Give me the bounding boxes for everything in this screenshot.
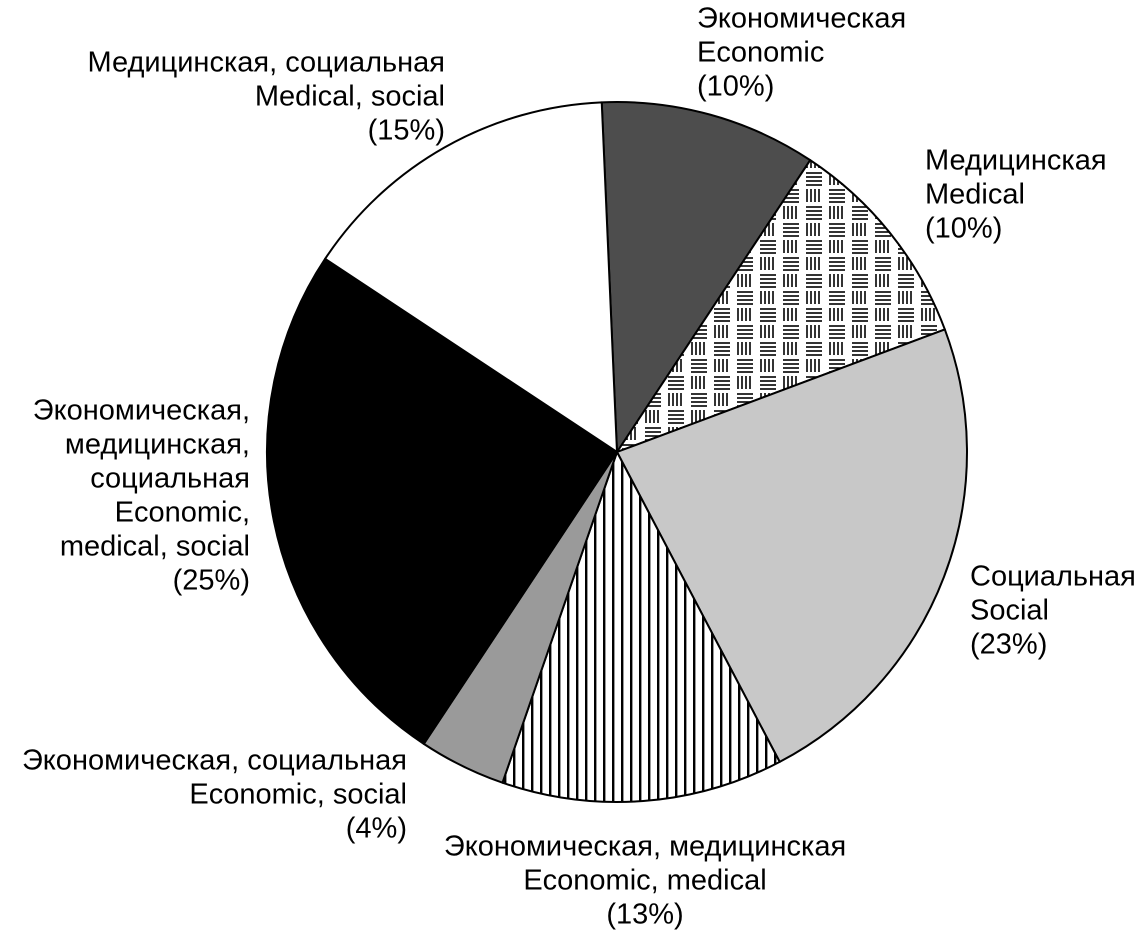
slice-label: Medical, social xyxy=(255,81,445,113)
slice-label: Economic xyxy=(697,37,824,69)
value-label: (10%) xyxy=(925,213,1002,245)
pie-slice xyxy=(324,101,618,453)
slice-label: Медицинская xyxy=(925,145,1107,177)
pie xyxy=(266,101,968,803)
labels: ЭкономическаяEconomic(10%)МедицинскаяMed… xyxy=(22,3,1136,931)
value-label: (10%) xyxy=(697,71,774,103)
slice-label: Экономическая xyxy=(697,3,906,35)
slice-label: Экономическая, медицинская xyxy=(444,831,846,863)
value-label: (25%) xyxy=(173,565,250,597)
slice-label: Экономическая, xyxy=(33,395,250,427)
slice-label: Социальная xyxy=(970,561,1136,593)
pie-slice xyxy=(501,451,781,803)
pie-slice xyxy=(266,257,618,745)
value-label: (15%) xyxy=(368,115,445,147)
slice-label: Economic, medical xyxy=(523,865,766,897)
pie-slice xyxy=(616,159,946,453)
slice-label: Медицинская, социальная xyxy=(88,47,445,79)
slice-label: Medical xyxy=(925,179,1025,211)
pie-slice xyxy=(600,101,812,453)
slice-label: Economic, social xyxy=(189,779,407,811)
slice-label: Economic, xyxy=(115,497,250,529)
slice-label: медицинская, xyxy=(65,429,250,461)
slice-label: социальная xyxy=(90,463,250,495)
value-label: (23%) xyxy=(970,629,1047,661)
slice-label: Экономическая, социальная xyxy=(22,745,407,777)
slice-label: Social xyxy=(970,595,1049,627)
value-label: (4%) xyxy=(346,813,407,845)
slice-label: medical, social xyxy=(60,531,250,563)
pie-slice xyxy=(616,328,968,763)
value-label: (13%) xyxy=(606,899,683,931)
